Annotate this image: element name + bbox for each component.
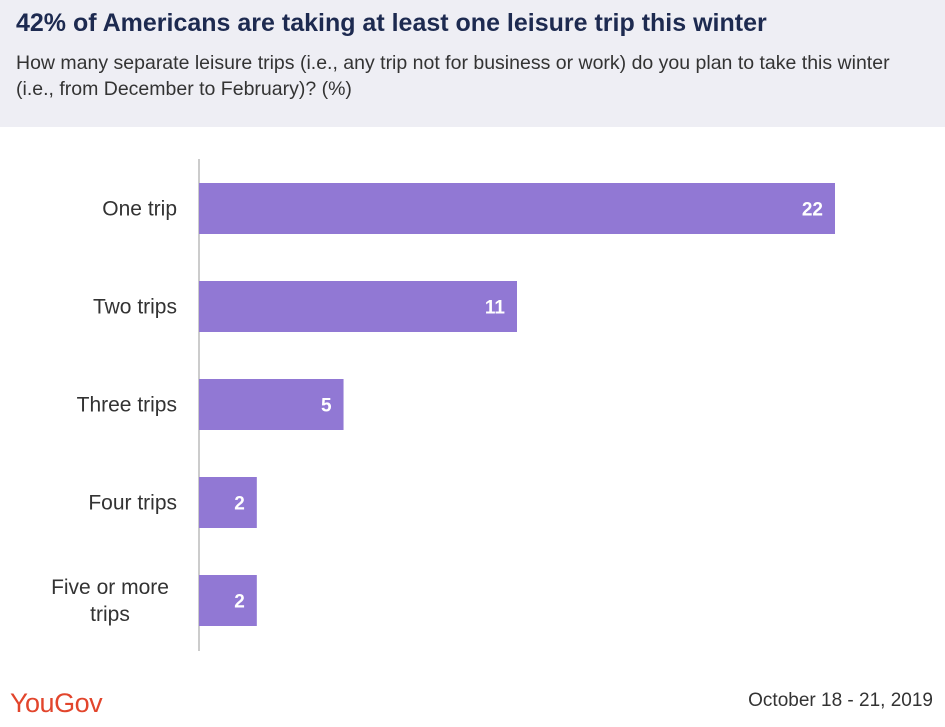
chart-subtitle: How many separate leisure trips (i.e., a… <box>16 52 890 100</box>
bar-value-label-5: 2 <box>234 592 245 613</box>
chart-title: 42% of Americans are taking at least one… <box>16 9 767 37</box>
bar-3 <box>199 379 344 430</box>
category-label-1: One trip <box>102 198 177 221</box>
yougov-logo: YouGov <box>10 688 103 718</box>
bar-value-label-3: 5 <box>321 396 332 417</box>
bar-value-label-1: 22 <box>802 200 823 221</box>
category-label-line: Four trips <box>88 492 177 515</box>
category-label-line: trips <box>90 603 130 626</box>
bar-2 <box>199 281 517 332</box>
category-label-2: Two trips <box>93 296 177 319</box>
category-label-3: Three trips <box>77 394 177 417</box>
bar-value-label-4: 2 <box>234 494 245 515</box>
category-label-5: Five or more trips <box>51 576 169 626</box>
bar-value-label-2: 11 <box>485 298 506 319</box>
header-band: 42% of Americans are taking at least one… <box>0 0 945 127</box>
category-label-line: Three trips <box>77 394 177 417</box>
bar-1 <box>199 183 835 234</box>
bar-5 <box>199 575 257 626</box>
category-label-line: One trip <box>102 198 177 221</box>
survey-date: October 18 - 21, 2019 <box>748 690 933 711</box>
category-label-4: Four trips <box>88 492 177 515</box>
category-label-line: Two trips <box>93 296 177 319</box>
bar-chart: 22 One trip 11 Two trips 5 Three trips 2 Four t… <box>51 159 835 651</box>
bar-4 <box>199 477 257 528</box>
category-label-line: Five or more <box>51 576 169 599</box>
